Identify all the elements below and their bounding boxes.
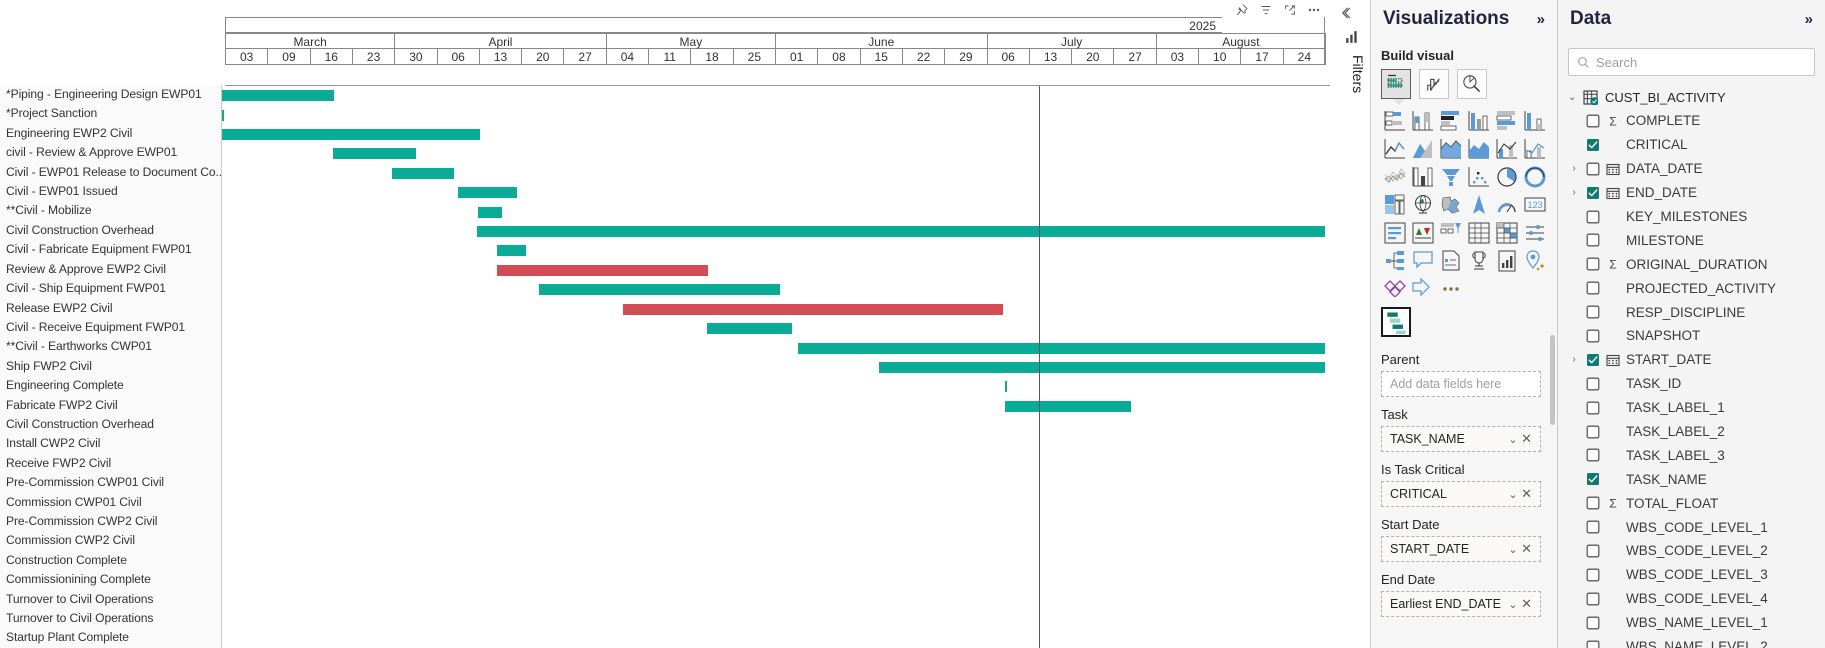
svg-text:Σ: Σ	[1609, 497, 1616, 511]
svg-text:Σ: Σ	[1609, 258, 1616, 272]
svg-text:123: 123	[1527, 200, 1542, 210]
svg-text:Σ: Σ	[1609, 114, 1616, 128]
